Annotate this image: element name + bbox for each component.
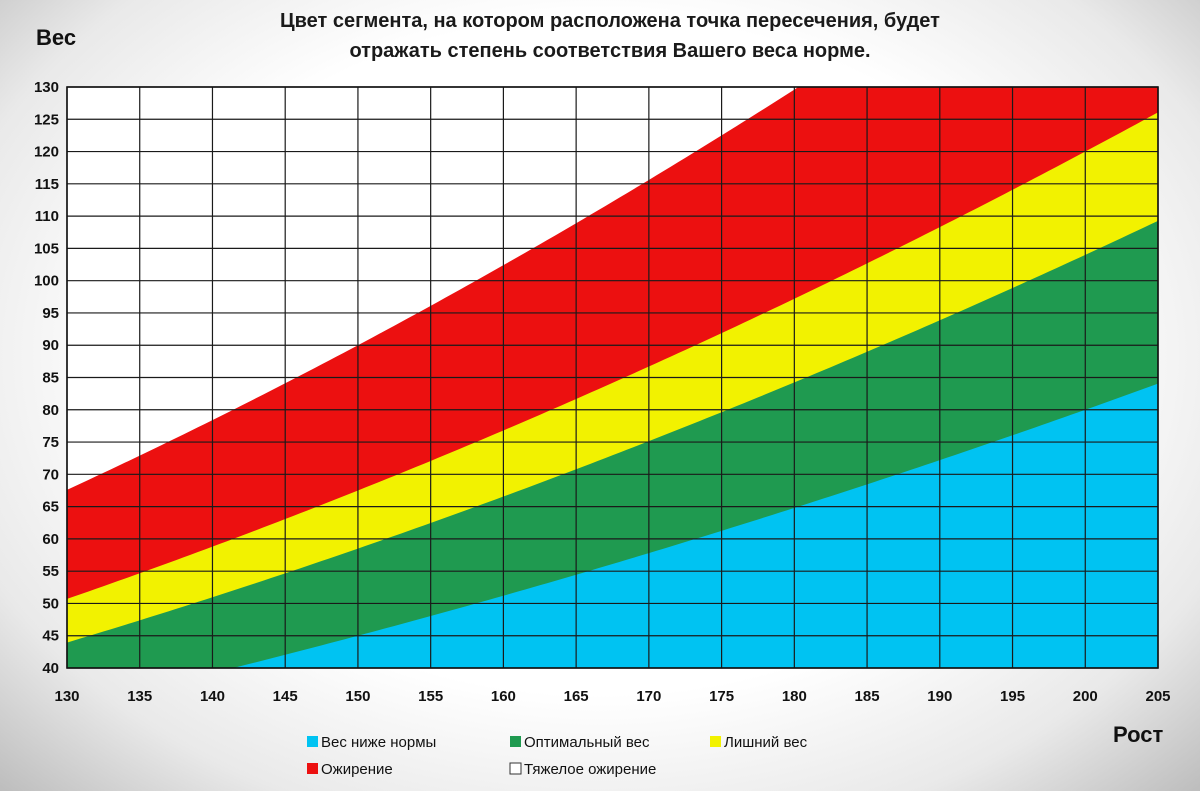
y-tick-label: 40	[42, 660, 59, 677]
legend-swatch	[710, 736, 721, 747]
legend-swatch	[510, 736, 521, 747]
y-tick-label: 80	[42, 402, 59, 419]
chart-title: Цвет сегмента, на котором расположена то…	[280, 10, 940, 62]
y-tick-label: 85	[42, 370, 59, 387]
y-tick-label: 105	[34, 240, 59, 257]
legend-label: Лишний вес	[724, 734, 808, 751]
x-tick-labels: 130 135 140 145 150 155 160 165 170 175 180 185 190 1…	[54, 688, 1170, 705]
y-tick-label: 115	[35, 176, 59, 193]
y-tick-label: 55	[42, 563, 59, 580]
x-tick-label: 180	[782, 688, 807, 705]
y-tick-label: 120	[34, 144, 59, 161]
legend-label: Тяжелое ожирение	[524, 761, 656, 778]
y-tick-label: 75	[42, 434, 59, 451]
x-tick-label: 200	[1073, 688, 1098, 705]
x-tick-label: 135	[127, 688, 152, 705]
x-tick-label: 165	[564, 688, 589, 705]
x-tick-label: 160	[491, 688, 516, 705]
x-axis-label: Рост	[1113, 722, 1164, 747]
y-tick-label: 125	[34, 111, 59, 128]
y-tick-label: 90	[42, 337, 59, 354]
legend-label: Оптимальный вес	[524, 734, 650, 751]
legend-swatch	[509, 762, 522, 775]
y-tick-label: 130	[34, 79, 59, 96]
legend-label: Вес ниже нормы	[321, 734, 436, 751]
y-tick-label: 100	[34, 273, 59, 290]
legend-swatch	[307, 763, 318, 774]
legend-swatch	[307, 736, 318, 747]
x-tick-label: 140	[200, 688, 225, 705]
plot-area	[66, 86, 1159, 669]
title-line-2: отражать степень соответствия Вашего вес…	[349, 40, 870, 62]
y-tick-label: 50	[42, 595, 59, 612]
legend-item: Тяжелое ожирение	[509, 761, 656, 778]
x-tick-label: 185	[855, 688, 880, 705]
x-tick-label: 205	[1145, 688, 1170, 705]
plot-frame	[66, 86, 1159, 669]
y-tick-label: 60	[42, 531, 59, 548]
x-tick-label: 190	[927, 688, 952, 705]
y-tick-label: 110	[35, 208, 59, 225]
legend-item: Лишний вес	[710, 734, 808, 751]
legend-item: Вес ниже нормы	[307, 734, 436, 751]
y-tick-label: 95	[42, 305, 59, 322]
x-tick-label: 130	[54, 688, 79, 705]
x-tick-label: 150	[345, 688, 370, 705]
legend-item: Ожирение	[307, 761, 393, 778]
y-tick-label: 45	[42, 628, 59, 645]
band-0	[233, 383, 1158, 668]
x-tick-label: 145	[273, 688, 298, 705]
y-tick-labels: 40 45 50 55 60 65 70 75 80 85 90 95 100 105 110 115 120 1…	[34, 79, 59, 677]
legend: Вес ниже нормы Оптимальный вес Лишний вес О…	[307, 734, 808, 778]
bands	[67, 87, 1158, 668]
title-line-1: Цвет сегмента, на котором расположена то…	[280, 10, 940, 32]
y-axis-label: Вес	[36, 25, 76, 50]
x-tick-label: 155	[418, 688, 443, 705]
x-tick-label: 170	[636, 688, 661, 705]
y-tick-label: 70	[42, 466, 59, 483]
x-tick-label: 195	[1000, 688, 1025, 705]
legend-item: Оптимальный вес	[510, 734, 650, 751]
x-tick-label: 175	[709, 688, 734, 705]
legend-label: Ожирение	[321, 761, 393, 778]
y-tick-label: 65	[42, 499, 59, 516]
